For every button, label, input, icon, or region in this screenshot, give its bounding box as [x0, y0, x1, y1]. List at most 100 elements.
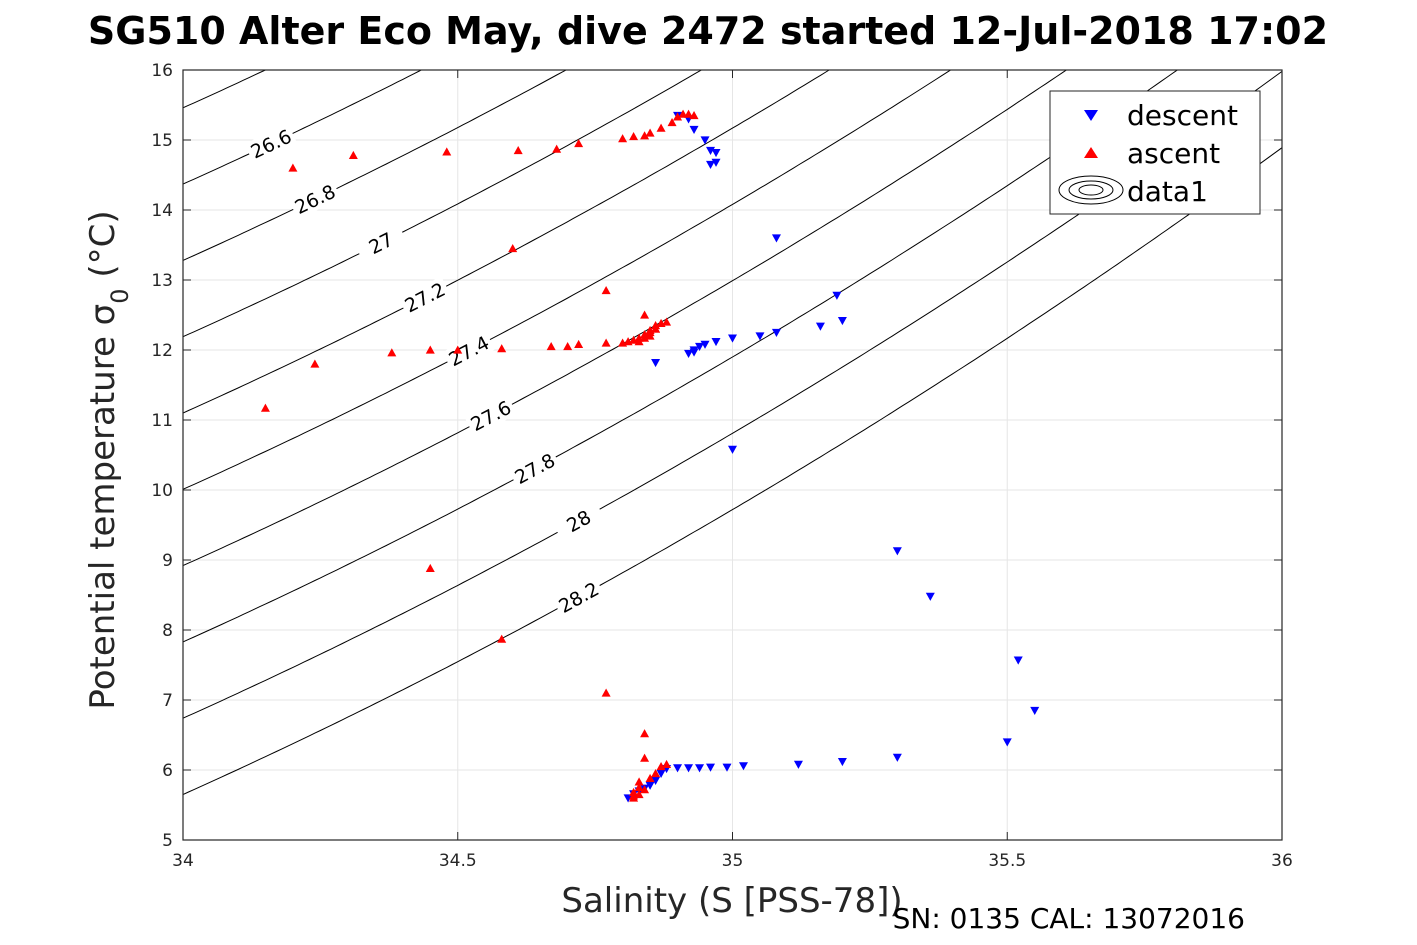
ascent-point	[425, 345, 435, 354]
ascent-point	[634, 333, 644, 342]
y-tick-label: 10	[151, 481, 173, 501]
descent-point	[684, 764, 694, 773]
chart-title: SG510 Alter Eco May, dive 2472 started 1…	[88, 9, 1328, 53]
y-tick-label: 15	[151, 131, 173, 151]
y-tick-label: 14	[151, 201, 173, 221]
ascent-point	[288, 163, 298, 172]
descent-point	[738, 762, 748, 771]
contour-label-background	[288, 178, 342, 220]
ascent-point	[651, 769, 661, 778]
x-tick-label: 34	[172, 851, 194, 871]
contour-label-background	[552, 575, 605, 619]
ascent-point	[667, 118, 677, 127]
data-markers	[260, 109, 1040, 803]
x-tick-label: 35	[722, 851, 744, 871]
ascent-point	[574, 139, 584, 148]
y-tick-label: 5	[162, 831, 173, 851]
ascent-point	[640, 729, 650, 738]
descent-point	[711, 158, 721, 167]
legend-contour-icon	[1058, 175, 1124, 205]
y-tick-label: 13	[151, 271, 173, 291]
descent-point	[695, 764, 705, 773]
axis-ticks: 34 34.5 35 35.5 36 5 6 7 8 9 10 11 12 13 14 15 16	[151, 61, 1292, 871]
contour-label-background	[552, 499, 605, 543]
descent-point	[892, 547, 902, 556]
y-tick-label: 12	[151, 341, 173, 361]
ascent-point	[563, 342, 573, 351]
descent-point	[728, 334, 737, 343]
ascent-point	[546, 342, 556, 351]
ascent-point	[497, 344, 507, 353]
x-tick-label: 34.5	[439, 851, 477, 871]
ascent-point	[387, 348, 397, 357]
descent-point	[700, 340, 710, 349]
descent-point	[771, 234, 781, 243]
ascent-point	[656, 318, 666, 327]
isopycnal-line	[183, 70, 568, 261]
legend-ascent-marker	[1084, 147, 1098, 158]
descent-point	[925, 592, 935, 601]
ascent-point	[656, 762, 666, 771]
ascent-point	[629, 335, 639, 344]
descent-point	[892, 753, 902, 762]
descent-point	[837, 317, 847, 326]
descent-point	[832, 291, 842, 300]
y-axis-label: Potential temperature σ0 (°C)	[83, 210, 134, 709]
legend-ascent-label: ascent	[1127, 137, 1220, 170]
ascent-point	[640, 131, 650, 140]
ascent-point	[634, 777, 644, 786]
descent-point	[673, 764, 683, 773]
descent-point	[711, 149, 721, 158]
descent-point	[651, 776, 661, 785]
y-tick-label: 7	[162, 691, 173, 711]
contour-label-background	[508, 447, 562, 490]
legend: descent ascent data1	[1049, 90, 1261, 215]
ascent-point	[442, 147, 452, 156]
ascent-point	[453, 345, 463, 354]
ascent-point	[662, 759, 672, 768]
ascent-point	[574, 339, 584, 348]
descent-point	[684, 349, 694, 358]
isopycnal-line	[183, 70, 952, 490]
descent-point	[837, 758, 847, 767]
isopycnal-line	[183, 147, 1282, 795]
descent-point	[706, 146, 716, 155]
ascent-point	[684, 109, 694, 118]
ascent-point	[640, 330, 650, 339]
isopycnal-line	[183, 70, 423, 185]
y-axis-label-subscript: 0	[106, 288, 134, 303]
ascent-point	[348, 150, 358, 159]
descent-point	[1030, 706, 1040, 715]
descent-point	[728, 445, 737, 454]
descent-point	[771, 328, 781, 337]
descent-point	[722, 763, 732, 772]
y-tick-label: 9	[162, 551, 173, 571]
ascent-point	[618, 134, 628, 143]
y-tick-label: 11	[151, 411, 173, 431]
descent-point	[689, 125, 699, 134]
descent-point	[706, 763, 716, 772]
descent-point	[645, 781, 655, 790]
y-axis-label-unit: (°C)	[83, 210, 123, 288]
ascent-point	[310, 359, 320, 368]
ascent-point	[662, 317, 672, 326]
descent-point	[651, 359, 661, 368]
ascent-point	[645, 128, 655, 137]
ascent-point	[673, 112, 683, 121]
ascent-point	[601, 338, 611, 347]
ascent-point	[508, 244, 518, 253]
ascent-point	[260, 403, 270, 412]
descent-point	[755, 332, 765, 341]
isopycnal-line	[183, 70, 831, 414]
ascent-point	[513, 146, 523, 155]
ascent-point	[689, 111, 699, 120]
x-tick-label: 36	[1271, 851, 1293, 871]
ascent-point	[645, 773, 655, 782]
ascent-point	[601, 286, 611, 295]
descent-point	[700, 136, 710, 145]
x-tick-label: 35.5	[988, 851, 1026, 871]
descent-point	[695, 342, 705, 351]
y-axis-label-main: Potential temperature σ	[83, 304, 123, 710]
ascent-point	[497, 634, 507, 643]
